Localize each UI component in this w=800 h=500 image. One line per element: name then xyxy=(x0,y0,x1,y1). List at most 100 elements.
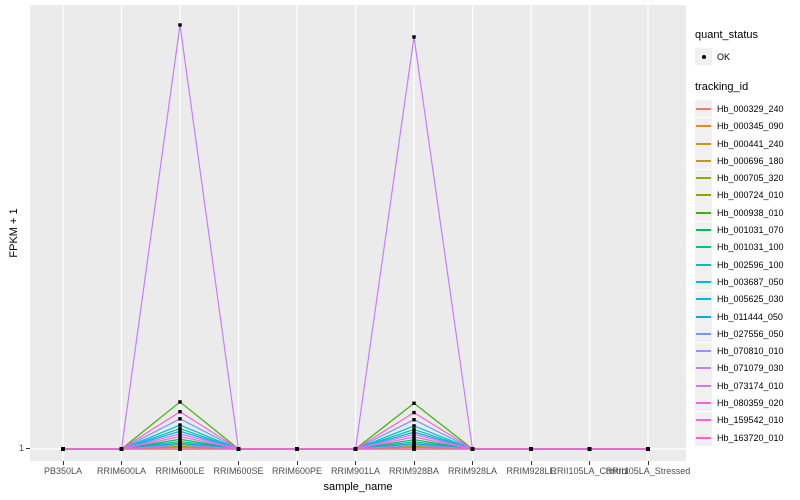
data-point xyxy=(178,429,182,433)
x-tick-label: RRIM600LE xyxy=(155,466,205,476)
x-tick-mark xyxy=(472,461,473,465)
legend-line-swatch xyxy=(696,367,711,370)
legend-key-box xyxy=(695,411,712,429)
x-tick-mark xyxy=(355,461,356,465)
data-point xyxy=(587,447,592,451)
legend-item-label: Hb_000329_240 xyxy=(717,103,784,114)
legend-item-label: Hb_071079_030 xyxy=(717,363,784,374)
data-point xyxy=(295,447,299,451)
data-point xyxy=(470,447,475,451)
legend-item-label: Hb_000345_090 xyxy=(717,121,784,132)
x-tick-label: RRIM928LE xyxy=(506,466,556,476)
legend-item-Hb_000329_240: Hb_000329_240 xyxy=(695,100,800,118)
legend-item-label: Hb_002596_100 xyxy=(717,259,784,270)
legend-item-label: Hb_163720_010 xyxy=(717,432,784,443)
plot-panel xyxy=(30,5,686,461)
legend-line-swatch xyxy=(696,142,711,145)
data-point xyxy=(178,447,182,451)
legend-line-swatch xyxy=(696,384,711,387)
x-tick-mark xyxy=(179,461,181,465)
data-point xyxy=(412,424,416,428)
x-tick-mark xyxy=(121,461,122,465)
data-point xyxy=(412,435,416,439)
legend-line-swatch xyxy=(696,177,711,180)
legend: quant_status OK tracking_id Hb_000329_24… xyxy=(695,29,800,462)
legend-key-box xyxy=(695,135,712,153)
data-point xyxy=(178,432,182,436)
legend-key-box xyxy=(695,186,712,204)
legend-key-box xyxy=(695,325,712,343)
data-point xyxy=(178,434,182,439)
x-axis-title: sample_name xyxy=(323,481,393,493)
data-point xyxy=(412,410,416,415)
legend-line-swatch xyxy=(696,332,711,335)
data-point xyxy=(178,410,182,414)
data-point xyxy=(236,447,241,451)
legend-key-box xyxy=(695,308,712,325)
x-tick-mark xyxy=(413,461,415,465)
legend-item-label: Hb_070810_010 xyxy=(717,346,784,357)
legend-item-Hb_001031_100: Hb_001031_100 xyxy=(695,238,800,256)
legend-item-label: Hb_001031_070 xyxy=(717,225,784,236)
legend-item-label: Hb_000724_010 xyxy=(717,190,784,201)
x-tick-label: RRII105LA_Control xyxy=(550,466,629,476)
x-tick-mark xyxy=(530,461,532,465)
legend-key-box xyxy=(695,290,712,308)
legend-item-label: Hb_011444_050 xyxy=(717,311,783,322)
legend-item-label: OK xyxy=(717,51,731,62)
data-point xyxy=(412,437,416,442)
legend-title-quant-status: quant_status xyxy=(695,29,758,41)
legend-line-swatch xyxy=(696,298,711,301)
legend-item-Hb_000696_180: Hb_000696_180 xyxy=(695,152,800,170)
data-point xyxy=(178,439,182,444)
data-point xyxy=(178,437,182,441)
legend-key-box xyxy=(695,256,712,274)
legend-line-swatch xyxy=(696,125,711,128)
data-point xyxy=(412,447,416,451)
legend-item-Hb_073174_010: Hb_073174_010 xyxy=(695,377,800,395)
data-point xyxy=(178,443,182,447)
x-tick-mark xyxy=(238,461,239,465)
plot-svg xyxy=(30,5,686,461)
legend-item-label: Hb_000938_010 xyxy=(717,207,784,218)
legend-item-Hb_000938_010: Hb_000938_010 xyxy=(695,204,800,222)
x-tick-label: PB350LA xyxy=(43,466,83,476)
legend-key-box xyxy=(695,221,712,239)
legend-group-tracking-id: tracking_id Hb_000329_240 Hb_000345_090 Hb… xyxy=(695,81,800,447)
legend-line-swatch xyxy=(696,107,711,110)
y-axis-title: FPKM + 1 xyxy=(8,208,20,258)
legend-line-swatch xyxy=(696,194,711,197)
data-point xyxy=(412,432,416,437)
legend-item-Hb_070810_010: Hb_070810_010 xyxy=(695,342,800,360)
legend-item-Hb_002596_100: Hb_002596_100 xyxy=(695,256,800,274)
legend-item-Hb_071079_030: Hb_071079_030 xyxy=(695,359,800,377)
legend-item-label: Hb_080359_020 xyxy=(717,397,784,408)
x-tick-mark xyxy=(296,461,298,465)
legend-item-Hb_080359_020: Hb_080359_020 xyxy=(695,394,800,412)
legend-key-box xyxy=(695,204,712,222)
legend-line-swatch xyxy=(696,263,711,266)
legend-key-box xyxy=(695,48,712,66)
legend-line-swatch xyxy=(696,159,711,162)
data-point xyxy=(178,400,182,404)
y-tick-label: 1 xyxy=(18,443,24,453)
legend-series-list: Hb_000329_240 Hb_000345_090 Hb_000441_240 H… xyxy=(695,100,800,447)
legend-item-Hb_000345_090: Hb_000345_090 xyxy=(695,117,800,135)
legend-line-swatch xyxy=(696,211,711,214)
legend-item-Hb_159542_010: Hb_159542_010 xyxy=(695,411,800,429)
data-point xyxy=(178,426,182,431)
data-point xyxy=(178,417,182,421)
data-point xyxy=(412,417,416,422)
legend-line-swatch xyxy=(696,436,711,439)
data-point xyxy=(119,447,124,451)
legend-key-box xyxy=(695,169,712,187)
legend-key-box xyxy=(695,429,712,447)
legend-item-label: Hb_001031_100 xyxy=(717,242,784,253)
data-point xyxy=(412,440,416,444)
legend-item-Hb_005625_030: Hb_005625_030 xyxy=(695,290,800,308)
legend-item-label: Hb_000705_320 xyxy=(717,173,784,184)
data-point xyxy=(178,423,182,427)
legend-item-label: Hb_073174_010 xyxy=(717,380,784,391)
legend-item-Hb_003687_050: Hb_003687_050 xyxy=(695,273,800,291)
